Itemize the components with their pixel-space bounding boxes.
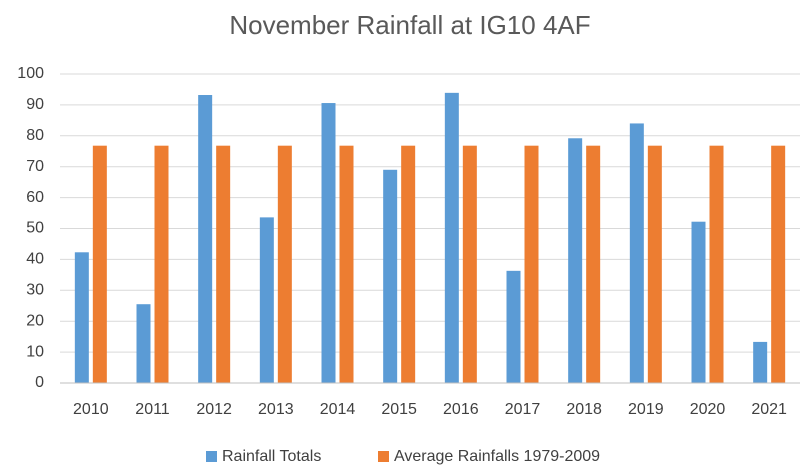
y-tick-label: 10 — [26, 343, 44, 360]
y-tick-label: 0 — [35, 374, 44, 391]
legend-label: Rainfall Totals — [222, 448, 321, 465]
x-tick-label: 2014 — [320, 401, 356, 418]
legend-swatch — [206, 451, 217, 462]
bar — [92, 145, 107, 383]
y-tick-label: 80 — [26, 127, 44, 144]
x-tick-label: 2018 — [566, 401, 602, 418]
y-tick-label: 30 — [26, 282, 44, 299]
legend-label: Average Rainfalls 1979-2009 — [394, 448, 600, 465]
y-tick-label: 50 — [26, 220, 44, 237]
y-tick-label: 20 — [26, 312, 44, 329]
legend-swatch — [378, 451, 389, 462]
y-tick-label: 40 — [26, 251, 44, 268]
bar — [339, 145, 354, 383]
x-tick-label: 2020 — [690, 401, 726, 418]
bar — [709, 145, 724, 383]
bar — [691, 221, 706, 383]
bar — [506, 270, 521, 383]
x-tick-label: 2012 — [196, 401, 232, 418]
y-tick-label: 100 — [17, 65, 44, 82]
bar — [154, 145, 169, 383]
bar — [216, 145, 231, 383]
bar — [771, 145, 786, 383]
bar — [462, 145, 477, 383]
bar — [401, 145, 416, 383]
y-tick-label: 90 — [26, 96, 44, 113]
x-tick-label: 2016 — [443, 401, 479, 418]
bar — [383, 169, 398, 383]
bar — [444, 92, 459, 383]
bar — [647, 145, 662, 383]
chart-title: November Rainfall at IG10 4AF — [229, 10, 590, 40]
bar — [753, 341, 768, 383]
x-tick-label: 2015 — [381, 401, 417, 418]
bar — [568, 138, 583, 383]
x-tick-label: 2011 — [135, 401, 170, 418]
x-tick-label: 2017 — [505, 401, 541, 418]
bar — [586, 145, 601, 383]
bar — [629, 123, 644, 383]
x-tick-label: 2010 — [73, 401, 109, 418]
x-tick-label: 2019 — [628, 401, 664, 418]
bar — [136, 304, 151, 383]
bar — [74, 252, 89, 383]
bar — [259, 217, 274, 383]
y-tick-label: 60 — [26, 189, 44, 206]
y-tick-label: 70 — [26, 158, 44, 175]
bar — [277, 145, 292, 383]
x-tick-label: 2013 — [258, 401, 294, 418]
bar — [524, 145, 539, 383]
bar — [321, 103, 336, 384]
x-tick-label: 2021 — [751, 401, 787, 418]
bar — [198, 95, 213, 384]
